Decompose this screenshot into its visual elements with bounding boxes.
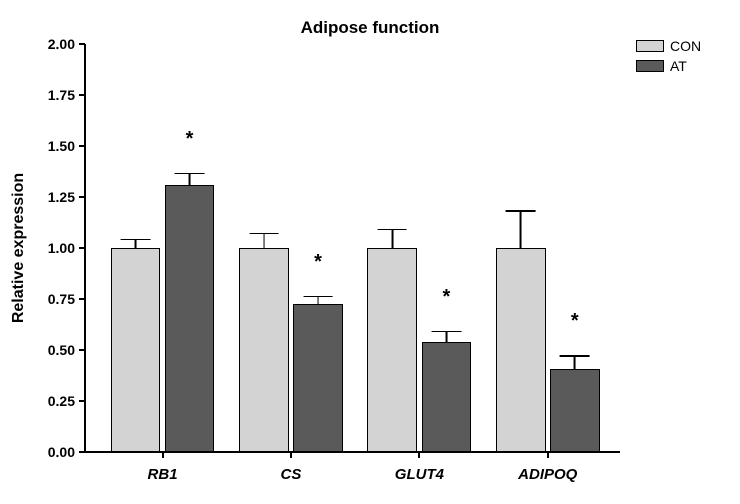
significance-marker: * — [442, 287, 450, 307]
legend-label: CON — [670, 38, 701, 54]
ytick-label: 1.00 — [48, 240, 85, 256]
ytick-label: 1.75 — [48, 87, 85, 103]
error-bar — [121, 239, 150, 248]
legend: CON AT — [636, 38, 701, 78]
error-bar — [432, 331, 461, 342]
bar — [111, 248, 161, 452]
bar — [293, 304, 343, 452]
bar — [496, 248, 546, 452]
ytick-label: 2.00 — [48, 36, 85, 52]
error-bar — [303, 296, 332, 304]
significance-marker: * — [186, 129, 194, 149]
bar — [165, 185, 215, 452]
plot-area: 0.000.250.500.751.001.251.501.752.00RB1*… — [85, 44, 620, 452]
chart-title: Adipose function — [0, 18, 740, 38]
ytick-label: 0.00 — [48, 444, 85, 460]
legend-item: CON — [636, 38, 701, 54]
error-bar — [249, 233, 278, 248]
ytick-label: 1.25 — [48, 189, 85, 205]
legend-item: AT — [636, 58, 701, 74]
ytick-label: 0.75 — [48, 291, 85, 307]
category-label: CS — [281, 452, 302, 483]
bar — [422, 342, 472, 452]
significance-marker: * — [571, 311, 579, 331]
error-bar — [175, 173, 204, 185]
category-label: ADIPOQ — [518, 452, 577, 483]
bar — [550, 369, 600, 452]
legend-swatch — [636, 60, 664, 72]
error-bar — [560, 355, 589, 369]
ytick-label: 0.25 — [48, 393, 85, 409]
y-axis-label: Relative expression — [10, 173, 28, 323]
ytick-label: 0.50 — [48, 342, 85, 358]
error-bar — [506, 210, 535, 248]
ytick-label: 1.50 — [48, 138, 85, 154]
significance-marker: * — [314, 252, 322, 272]
category-label: RB1 — [148, 452, 178, 483]
legend-label: AT — [670, 58, 687, 74]
legend-swatch — [636, 40, 664, 52]
chart-container: Adipose function Relative expression 0.0… — [0, 0, 740, 504]
bar — [367, 248, 417, 452]
error-bar — [378, 229, 407, 248]
bar — [239, 248, 289, 452]
category-label: GLUT4 — [395, 452, 444, 483]
